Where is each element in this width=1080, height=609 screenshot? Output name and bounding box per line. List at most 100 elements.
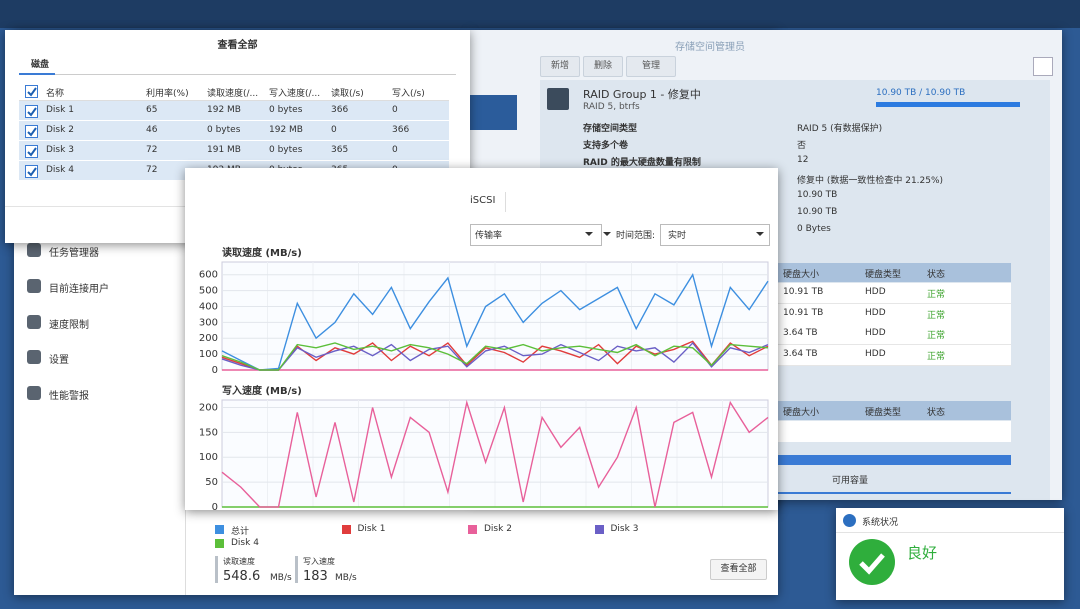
stat-bar [295,556,298,583]
toolbar-button[interactable]: 新增 [540,56,580,77]
toolbar-button[interactable]: 管理 [626,56,676,77]
menu-icon [27,314,41,329]
dropdown-caret [603,232,611,236]
usage-bar [778,455,1011,465]
legend-swatch [468,525,477,534]
chart-title: 写入速度 (MB/s) [222,384,302,397]
tab[interactable]: 磁盘 [31,60,50,70]
checkbox[interactable] [25,105,38,118]
y-tick-label: 150 [199,427,218,438]
table-cell: HDD [865,328,886,339]
filter-select[interactable] [470,224,602,246]
legend-swatch [215,525,224,534]
table-cell: 366 [331,105,349,115]
column-header: 硬盘类型 [865,408,902,418]
checkbox[interactable] [25,145,38,158]
table-cell: Disk 3 [46,145,74,155]
tab-active [19,73,55,75]
tab-divider [505,192,506,212]
table-cell: 46 [146,125,158,135]
capacity: 10.90 TB / 10.90 TB [876,88,966,98]
table-cell: 0 [392,145,398,155]
y-tick-label: 400 [199,301,218,312]
series-line [221,399,769,508]
table-cell: 191 MB [207,145,241,155]
series-line [221,342,769,371]
property-label: RAID 的最大硬盘数量有限制 [583,158,701,169]
legend-swatch [594,525,604,534]
y-tick-label: 100 [199,349,218,360]
time-select[interactable] [660,224,770,246]
table-cell: 正常 [927,331,946,342]
column-header: 写入(/s) [392,89,425,99]
column-header: 读取(/s) [331,89,364,99]
button-label: 删除 [593,61,612,71]
table-cell: 366 [392,125,410,135]
table-cell: 正常 [927,351,946,362]
tab[interactable]: iSCSI [470,195,496,206]
dropdown-caret [585,232,593,236]
y-tick-label: 200 [199,402,218,413]
table-row [778,283,1011,304]
menu-item[interactable]: 任务管理器 [49,248,99,259]
property-value: 12 [797,155,809,166]
menu-item[interactable]: 目前连接用户 [49,283,109,295]
column-header: 名称 [46,89,65,99]
check-icon [27,127,37,137]
y-tick-label: 200 [199,333,218,344]
property-value: 10.90 TB [797,189,838,200]
ok-icon [849,539,895,585]
stat-value: 183 [303,569,328,584]
table-header [778,263,1011,282]
property-value: 10.90 TB [797,207,838,217]
table-cell: 0 [392,105,398,115]
menu-item[interactable]: 性能警报 [49,391,89,403]
sort-button[interactable] [1033,57,1053,76]
property-label: 存储空间类型 [583,124,638,134]
capacity-bar [876,102,1020,107]
ok-check [859,553,885,575]
checkbox[interactable] [25,165,38,178]
menu-item[interactable]: 设置 [49,355,69,367]
button-label: 管理 [641,61,660,71]
toolbar-button[interactable]: 删除 [583,56,623,77]
window-title: 存储空间管理员 [675,42,745,53]
legend-label: 总计 [231,527,250,537]
legend-label: Disk 3 [610,524,639,534]
time-label: 时间范围: [616,231,656,241]
view-all-button[interactable]: 查看全部 [710,559,767,580]
table-cell: 65 [146,105,158,115]
info-icon [843,514,856,527]
legend-label: Disk 1 [357,524,386,534]
menu-icon [27,243,41,257]
y-tick-label: 0 [212,365,218,376]
nav-selected [470,95,517,130]
table-row [778,344,1011,366]
table-cell: 72 [146,145,158,155]
y-tick-label: 600 [199,270,218,281]
stat-unit: MB/s [270,573,292,583]
table-cell: 0 [331,125,337,135]
checkbox[interactable] [25,85,38,98]
table-row [19,141,449,161]
table-cell: 3.64 TB [783,328,818,339]
status-text: 良好 [907,544,938,562]
property-value: 0 Bytes [797,224,831,235]
table-cell: 192 MB [207,105,241,115]
table-cell: 0 bytes [207,125,241,135]
legend-label: Disk 4 [231,538,259,548]
menu-item[interactable]: 速度限制 [49,319,89,331]
table-cell: Disk 2 [46,125,74,135]
menu-icon [27,386,41,401]
table-cell: 0 bytes [269,105,303,115]
column-header: 状态 [927,270,946,280]
table-header [19,100,449,101]
capacity-tab[interactable]: 可用容量 [832,476,869,486]
series-line [221,340,769,371]
check-icon [27,107,37,117]
filter-text: 传输率 [475,231,503,241]
checkbox[interactable] [25,125,38,138]
table-cell: 正常 [927,290,946,300]
column-header: 利用率(%) [146,89,189,99]
tab-underline [19,74,456,75]
